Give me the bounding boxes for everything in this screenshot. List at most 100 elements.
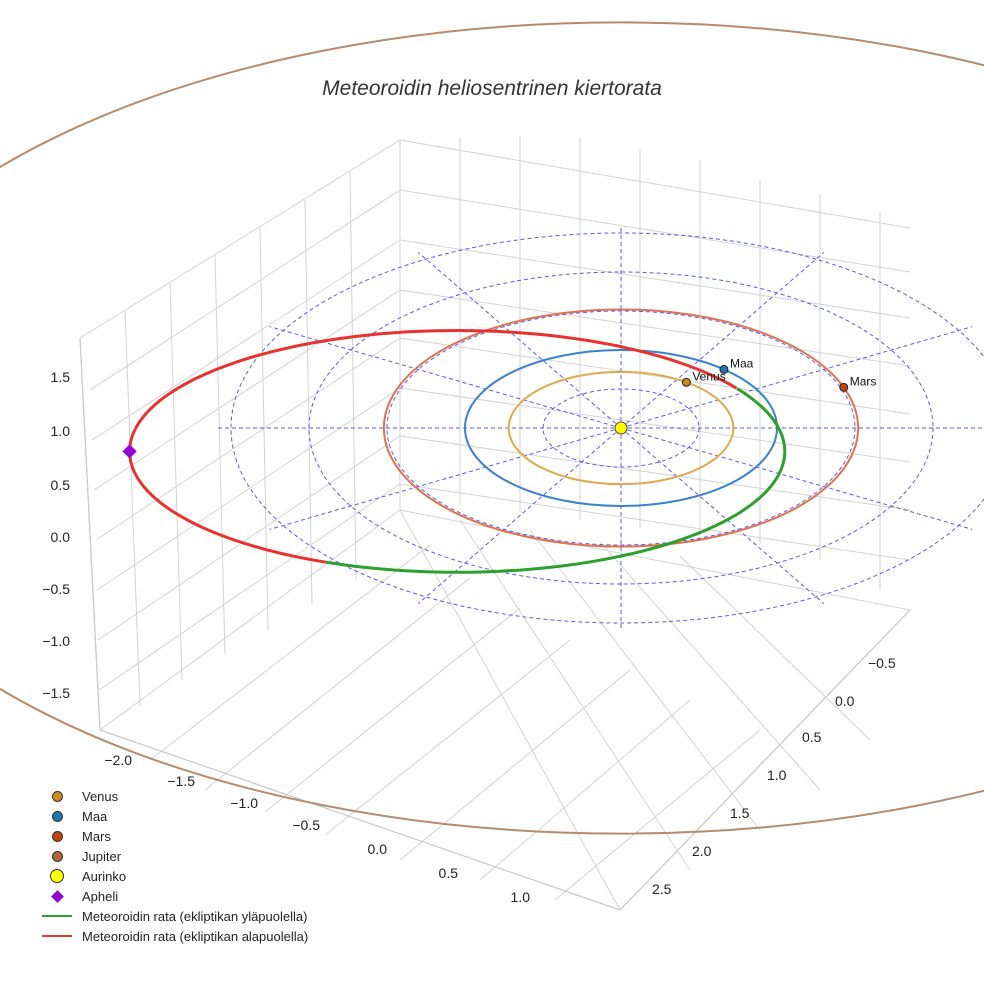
z-tick-label: 1.0 — [51, 423, 71, 439]
radial-guide — [620, 427, 973, 530]
grid-line — [89, 189, 401, 391]
orbit-jupiter — [0, 21, 984, 835]
body-markers: Maa Venus Mars — [122, 356, 877, 459]
grid-line — [124, 309, 141, 706]
red-line-icon — [42, 935, 72, 937]
reference-guides — [215, 225, 984, 631]
legend-item-mars: Mars — [40, 826, 308, 846]
y-tick-label: 1.0 — [767, 767, 787, 783]
grid-line — [479, 699, 691, 881]
grid-line — [95, 337, 401, 541]
mars-marker-icon — [51, 830, 63, 842]
grid-line — [399, 239, 911, 319]
sun-marker — [614, 421, 628, 435]
radial-guide — [417, 427, 622, 605]
grid-line — [264, 607, 521, 813]
axis-line — [619, 609, 911, 911]
legend-item-path-above: Meteoroidin rata (ekliptikan yläpuolella… — [40, 906, 308, 926]
chart-title: Meteoroidin heliosentrinen kiertorata — [322, 77, 662, 100]
back-pane — [80, 140, 910, 730]
orbit-mars — [382, 308, 860, 548]
grid-line — [399, 387, 911, 463]
grid-line — [97, 435, 401, 641]
grid-line — [399, 337, 911, 415]
y-tick-label: 2.5 — [652, 881, 672, 897]
venus-marker-icon — [51, 790, 63, 802]
grid-line — [459, 519, 691, 871]
grid-line — [599, 541, 821, 791]
z-tick-label: 0.5 — [51, 477, 71, 493]
x-tick-label: −2.0 — [104, 752, 132, 768]
grid-line — [79, 139, 401, 339]
legend-item-aurinko: Aurinko — [40, 866, 308, 886]
radial-guide — [620, 326, 973, 429]
legend-item-path-below: Meteoroidin rata (ekliptikan alapuolella… — [40, 926, 308, 946]
legend-label: Venus — [82, 788, 119, 804]
green-line-icon — [42, 915, 72, 917]
grid-line — [399, 509, 911, 611]
axis-line — [79, 337, 101, 731]
grid-line — [204, 577, 471, 791]
legend-label: Meteoroidin rata (ekliptikan alapuolella… — [82, 928, 309, 944]
grid-line — [399, 669, 631, 861]
planet-label: Mars — [850, 374, 877, 388]
maa-marker-icon — [51, 810, 63, 822]
reference-ring — [230, 232, 984, 624]
legend-item-jupiter: Jupiter — [40, 846, 308, 866]
z-tick-label: −0.5 — [42, 581, 70, 597]
path-above-ecliptic — [325, 387, 787, 574]
planet-label: Maa — [730, 356, 754, 370]
grid-line — [93, 289, 401, 491]
radial-guide — [620, 427, 825, 605]
grid-line — [554, 729, 761, 901]
grid-line — [96, 387, 401, 591]
y-tick-label: −0.5 — [868, 655, 896, 671]
orbit-venus — [507, 370, 735, 486]
z-tick-label: 0.0 — [51, 529, 71, 545]
path-below-ecliptic — [134, 328, 738, 430]
planet-label: Venus — [692, 369, 725, 383]
radial-guide — [620, 251, 825, 429]
grid-line — [149, 544, 431, 761]
grid-line — [399, 189, 911, 273]
z-tick-label: −1.0 — [42, 633, 70, 649]
grid-line — [399, 289, 911, 367]
planet-venus-marker — [681, 377, 691, 387]
legend-label: Aurinko — [82, 868, 127, 884]
legend-label: Apheli — [82, 888, 119, 904]
radial-guide — [269, 427, 622, 530]
jupiter-marker-icon — [51, 850, 63, 862]
axis-lines — [79, 337, 911, 911]
legend-label: Mars — [82, 828, 111, 844]
radial-guide — [417, 251, 622, 429]
x-tick-label: 0.0 — [368, 841, 388, 857]
sun-marker-icon — [50, 869, 64, 883]
grid-line — [679, 555, 871, 741]
grid-line — [399, 435, 911, 511]
axis-line — [99, 729, 621, 911]
x-tick-label: −1.5 — [167, 773, 195, 789]
grid-line — [99, 509, 401, 731]
y-tick-label: 0.5 — [802, 729, 822, 745]
grid-line — [399, 483, 911, 561]
y-tick-label: 0.0 — [835, 693, 855, 709]
legend-item-apheli: Apheli — [40, 886, 308, 906]
grid-line — [349, 171, 357, 581]
axis-panes — [80, 140, 910, 730]
y-tick-label: 1.5 — [730, 805, 750, 821]
x-tick-label: 1.0 — [511, 889, 531, 905]
grid-line — [98, 483, 401, 691]
radial-guide — [269, 326, 622, 429]
legend-item-venus: Venus — [40, 786, 308, 806]
tick-labels: 1.5 1.0 0.5 0.0 −0.5 −1.0 −1.5 −2.0 −1.5 −1.0 −0.5… — [42, 369, 895, 905]
grid-line — [91, 239, 401, 441]
grid-line — [399, 139, 911, 229]
planet-maa-marker — [719, 364, 729, 374]
legend-label: Meteoroidin rata (ekliptikan yläpuolella… — [82, 908, 308, 924]
legend-item-maa: Maa — [40, 806, 308, 826]
grid-line — [529, 529, 761, 831]
aphelion-diamond-icon — [50, 889, 64, 903]
x-tick-label: −0.5 — [292, 817, 320, 833]
grid-line — [214, 254, 226, 656]
